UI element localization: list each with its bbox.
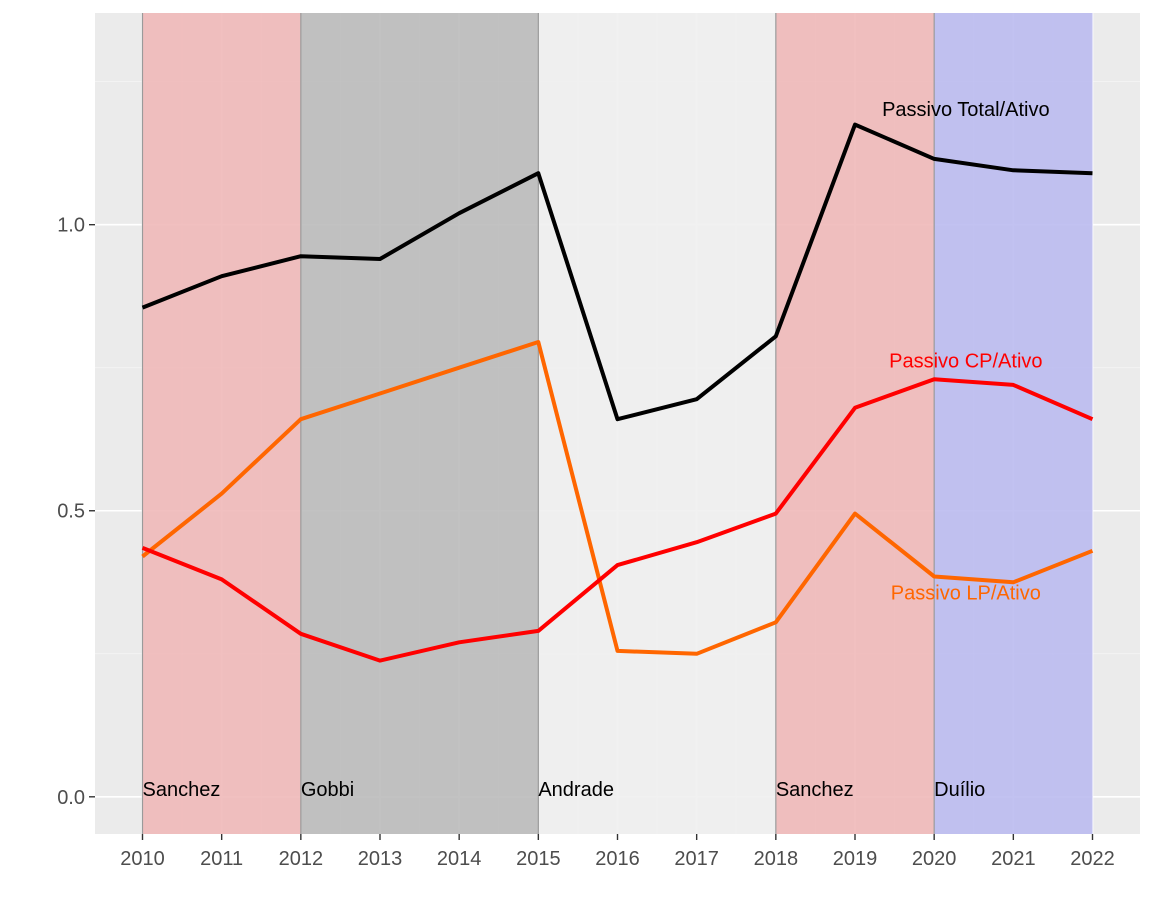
period-label: Duílio [934, 779, 985, 801]
x-tick-label: 2019 [833, 848, 878, 870]
y-tick-label: 0.0 [57, 787, 85, 809]
period-band [775, 13, 935, 834]
x-tick-label: 2011 [200, 848, 243, 870]
period-label: Gobbi [301, 779, 354, 801]
x-tick-label: 2020 [912, 848, 957, 870]
period-labels: Sanchez Gobbi Andrade Sanchez Duílio [143, 779, 986, 801]
period-band [142, 13, 301, 834]
period-bands [141, 13, 1093, 834]
period-label: Sanchez [776, 779, 854, 801]
series-label: Passivo LP/Ativo [891, 582, 1041, 604]
y-tick-label: 0.5 [57, 501, 85, 523]
x-tick-label: 2017 [674, 848, 719, 870]
series-line [141, 377, 1094, 663]
x-tick-label: 2015 [516, 848, 561, 870]
period-label: Sanchez [143, 779, 221, 801]
x-tick-label: 2021 [991, 848, 1036, 870]
x-axis: 2010 2011 2012 2013 2014 2015 2016 2017 2018 2019… [120, 834, 1115, 870]
series-label: Passivo CP/Ativo [889, 351, 1042, 373]
x-tick-label: 2016 [595, 848, 640, 870]
x-tick-label: 2010 [120, 848, 165, 870]
x-tick-label: 2013 [358, 848, 403, 870]
period-label: Andrade [538, 779, 614, 801]
y-tick-label: 1.0 [57, 215, 85, 237]
x-tick-label: 2018 [754, 848, 799, 870]
y-axis: 0.0 0.5 1.0 [57, 215, 95, 809]
series-label: Passivo Total/Ativo [882, 99, 1050, 121]
series-lines [141, 122, 1094, 663]
period-band [934, 13, 1093, 834]
x-tick-label: 2012 [279, 848, 324, 870]
x-tick-label: 2022 [1070, 848, 1115, 870]
series-line [141, 340, 1094, 656]
series-line [141, 122, 1093, 422]
period-band [300, 13, 539, 834]
series-labels: Passivo Total/Ativo Passivo CP/Ativo Passi… [882, 99, 1050, 604]
x-tick-label: 2014 [437, 848, 482, 870]
period-band [538, 13, 776, 834]
